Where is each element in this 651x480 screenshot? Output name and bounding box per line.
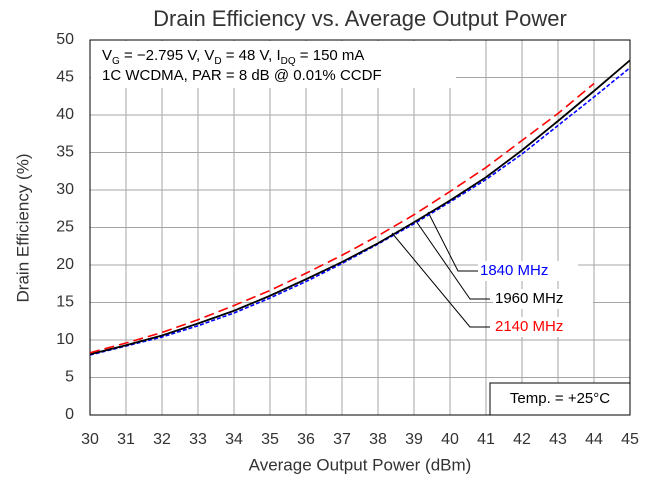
- condition-segment: V: [102, 47, 112, 64]
- legend-label: 1840 MHz: [480, 262, 548, 279]
- x-tick-label: 42: [513, 431, 531, 448]
- data-line: [89, 82, 595, 354]
- legend-box: [493, 317, 593, 337]
- legend-box: [493, 289, 593, 309]
- y-axis-label: Drain Efficiency (%): [13, 154, 32, 303]
- temperature-box: [489, 382, 631, 416]
- condition-segment: = 48 V, I: [222, 47, 281, 64]
- x-axis-label: Average Output Power (dBm): [249, 455, 472, 474]
- y-tick-label: 0: [65, 406, 74, 423]
- x-tick-label: 33: [189, 431, 207, 448]
- condition-segment: 1C WCDMA, PAR = 8 dB @ 0.01% CCDF: [102, 67, 382, 84]
- x-tick-label: 32: [153, 431, 171, 448]
- leader-line: [391, 232, 490, 328]
- x-tick-label: 36: [297, 431, 315, 448]
- x-tick-label: 38: [369, 431, 387, 448]
- y-tick-label: 5: [65, 369, 74, 386]
- x-tick-label: 43: [549, 431, 567, 448]
- y-tick-label: 30: [56, 181, 74, 198]
- leader-line: [415, 220, 490, 300]
- x-tick-label: 31: [117, 431, 135, 448]
- y-tick-label: 45: [56, 69, 74, 86]
- x-tick-label: 40: [441, 431, 459, 448]
- y-tick-label: 40: [56, 106, 74, 123]
- x-tick-label: 37: [333, 431, 351, 448]
- x-tick-label: 35: [261, 431, 279, 448]
- condition-segment: = −2.795 V, V: [120, 47, 215, 64]
- leader-line: [427, 211, 478, 272]
- data-line: [89, 59, 631, 356]
- condition-segment: G: [112, 56, 120, 67]
- plot-frame: [89, 39, 631, 416]
- y-tick-label: 50: [56, 31, 74, 48]
- legend-label: 2140 MHz: [495, 318, 563, 335]
- temperature-note: Temp. = +25°C: [510, 390, 610, 407]
- y-tick-label: 20: [56, 256, 74, 273]
- data-line: [89, 67, 631, 356]
- legend-box: [478, 261, 578, 281]
- chart-title: Drain Efficiency vs. Average Output Powe…: [153, 6, 567, 31]
- condition-text: 1C WCDMA, PAR = 8 dB @ 0.01% CCDF: [102, 67, 382, 84]
- x-tick-label: 34: [225, 431, 243, 448]
- x-tick-label: 30: [81, 431, 99, 448]
- y-tick-label: 10: [56, 331, 74, 348]
- y-tick-label: 15: [56, 294, 74, 311]
- conditions-box: [91, 41, 456, 88]
- x-tick-label: 44: [585, 431, 603, 448]
- condition-segment: DQ: [281, 56, 296, 67]
- legend-label: 1960 MHz: [495, 290, 563, 307]
- x-tick-label: 45: [621, 431, 639, 448]
- condition-segment: D: [214, 56, 221, 67]
- condition-segment: = 150 mA: [296, 47, 365, 64]
- y-tick-label: 25: [56, 219, 74, 236]
- condition-text: VG = −2.795 V, VD = 48 V, IDQ = 150 mA: [102, 47, 364, 67]
- y-tick-label: 35: [56, 144, 74, 161]
- x-tick-label: 41: [477, 431, 495, 448]
- x-tick-label: 39: [405, 431, 423, 448]
